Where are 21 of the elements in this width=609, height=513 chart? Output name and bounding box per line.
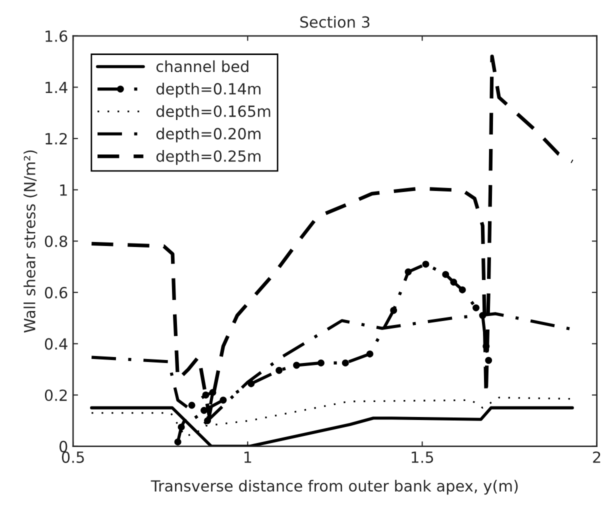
y-tick-label: 1.6 bbox=[46, 30, 68, 42]
x-tick-label: 2 bbox=[593, 451, 600, 463]
legend-label: channel bed bbox=[156, 60, 248, 72]
y-tick-label: 0.4 bbox=[44, 338, 68, 350]
chart-title: Section 3 bbox=[300, 16, 370, 28]
x-tick-label: 1 bbox=[244, 452, 252, 463]
legend-label: depth=0.165m bbox=[156, 105, 270, 120]
y-tick-label: 1.4 bbox=[46, 82, 68, 94]
y-axis-title: Wall shear stress (N/m²) bbox=[24, 150, 38, 333]
x-axis-title: Transverse distance from outer bank apex, y(m) bbox=[150, 480, 518, 495]
y-tick-label: 0 bbox=[60, 440, 68, 452]
y-tick-label: 0.6 bbox=[44, 286, 68, 298]
legend-label: depth=0.20m bbox=[156, 128, 260, 142]
x-tick-label: 1.5 bbox=[412, 452, 434, 463]
x-tick-label: 0.5 bbox=[62, 451, 84, 463]
y-tick-label: 0.2 bbox=[44, 389, 67, 402]
y-tick-label: 1.2 bbox=[46, 132, 67, 144]
y-tick-label: 1 bbox=[60, 184, 67, 196]
y-tick-label: 0.8 bbox=[44, 236, 68, 248]
legend-label: depth=0.14m bbox=[156, 82, 260, 98]
legend-label: depth=0.25m bbox=[156, 150, 260, 165]
